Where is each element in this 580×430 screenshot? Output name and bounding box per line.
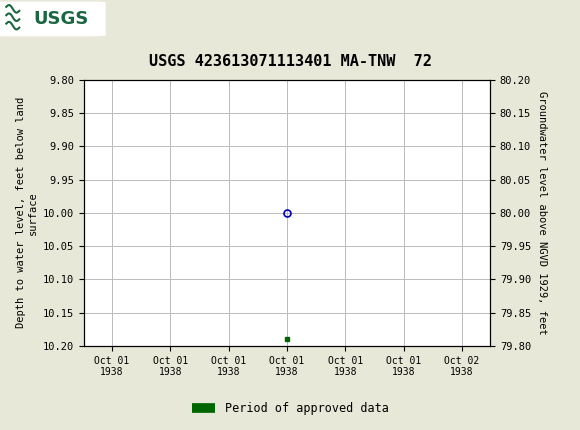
Text: USGS: USGS: [33, 10, 88, 28]
FancyBboxPatch shape: [0, 2, 105, 36]
Text: USGS 423613071113401 MA-TNW  72: USGS 423613071113401 MA-TNW 72: [148, 54, 432, 69]
Y-axis label: Depth to water level, feet below land
surface: Depth to water level, feet below land su…: [16, 97, 38, 329]
Legend: Period of approved data: Period of approved data: [187, 397, 393, 420]
Y-axis label: Groundwater level above NGVD 1929, feet: Groundwater level above NGVD 1929, feet: [536, 91, 546, 335]
